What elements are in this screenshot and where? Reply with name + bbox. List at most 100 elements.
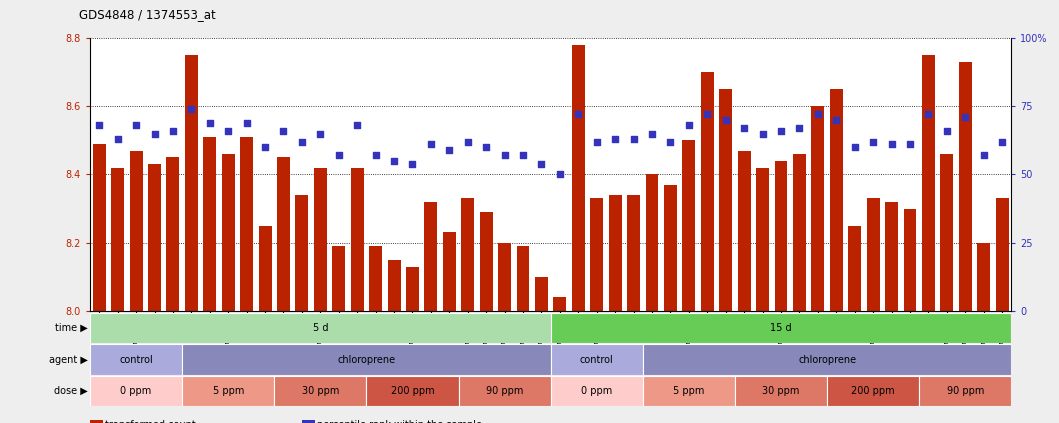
Text: 90 ppm: 90 ppm [486, 386, 523, 396]
Bar [551, 313, 1011, 343]
Bar [572, 45, 585, 311]
Text: chloroprene: chloroprene [798, 354, 856, 365]
Bar [793, 154, 806, 311]
Point [220, 127, 237, 134]
Bar [370, 246, 382, 311]
Point [367, 152, 384, 159]
Point [238, 119, 255, 126]
Point [957, 114, 974, 121]
Point [791, 125, 808, 132]
Point [754, 130, 771, 137]
Bar [701, 72, 714, 311]
Bar [185, 55, 198, 311]
Text: control: control [120, 354, 152, 365]
Bar [643, 344, 1011, 375]
Text: 0 ppm: 0 ppm [581, 386, 612, 396]
Point [938, 127, 955, 134]
Point [423, 141, 439, 148]
Bar [940, 154, 953, 311]
Text: dose ▶: dose ▶ [54, 386, 88, 396]
Bar [551, 376, 643, 406]
Point [275, 127, 292, 134]
Point [662, 138, 679, 145]
Bar [922, 55, 935, 311]
Bar [459, 376, 551, 406]
Bar [885, 202, 898, 311]
Bar [517, 246, 530, 311]
Text: chloroprene: chloroprene [338, 354, 395, 365]
Point [146, 130, 163, 137]
Text: 30 ppm: 30 ppm [762, 386, 800, 396]
Text: 5 ppm: 5 ppm [674, 386, 704, 396]
Bar [182, 344, 551, 375]
Point [975, 152, 992, 159]
Bar [827, 376, 919, 406]
Point [256, 144, 273, 151]
Bar [90, 313, 551, 343]
Point [607, 136, 624, 143]
Bar [182, 376, 274, 406]
Text: control: control [580, 354, 613, 365]
Bar [756, 168, 769, 311]
Point [883, 141, 900, 148]
Text: 0 ppm: 0 ppm [121, 386, 151, 396]
Point [920, 111, 937, 118]
Point [681, 122, 698, 129]
Bar [719, 89, 732, 311]
Text: agent ▶: agent ▶ [49, 354, 88, 365]
Bar [774, 161, 788, 311]
Point [828, 117, 845, 124]
Point [460, 138, 477, 145]
Bar [240, 137, 253, 311]
Point [385, 157, 402, 164]
Point [441, 146, 457, 153]
Bar [333, 246, 345, 311]
Bar [848, 225, 861, 311]
Bar [388, 260, 400, 311]
Point [993, 138, 1010, 145]
Bar [735, 376, 827, 406]
Bar [919, 376, 1011, 406]
Bar [958, 62, 972, 311]
Point [91, 122, 108, 129]
Bar [443, 233, 455, 311]
Bar [203, 137, 216, 311]
Point [699, 111, 716, 118]
Point [330, 152, 347, 159]
Bar [111, 168, 124, 311]
Bar [738, 151, 751, 311]
Point [405, 160, 421, 167]
Point [625, 136, 642, 143]
Text: 200 ppm: 200 ppm [851, 386, 895, 396]
Point [901, 141, 918, 148]
Text: 5 d: 5 d [312, 323, 328, 333]
Point [348, 122, 365, 129]
Bar [646, 175, 659, 311]
Point [164, 127, 181, 134]
Bar [664, 185, 677, 311]
Bar [682, 140, 696, 311]
Point [736, 125, 753, 132]
Point [717, 117, 734, 124]
Point [496, 152, 514, 159]
Bar [811, 106, 824, 311]
Point [201, 119, 218, 126]
Point [570, 111, 587, 118]
Point [864, 138, 881, 145]
Bar [977, 243, 990, 311]
Point [478, 144, 495, 151]
Bar [995, 198, 1008, 311]
Bar [258, 225, 271, 311]
Point [293, 138, 310, 145]
Bar [221, 154, 235, 311]
Bar [277, 157, 290, 311]
Bar [498, 243, 511, 311]
Bar [129, 151, 143, 311]
Bar [93, 144, 106, 311]
Bar [406, 266, 419, 311]
Bar [148, 164, 161, 311]
Bar [90, 344, 182, 375]
Bar [590, 198, 604, 311]
Bar [554, 297, 567, 311]
Point [846, 144, 863, 151]
